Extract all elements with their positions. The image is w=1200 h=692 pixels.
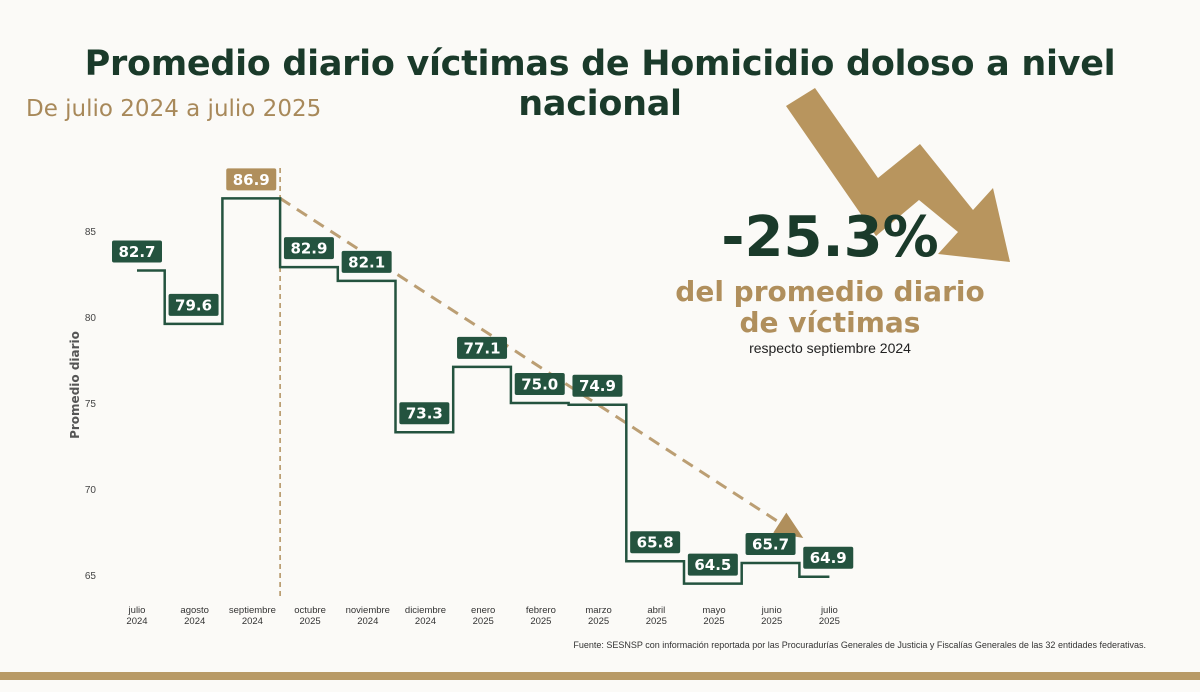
x-tick-label: diciembre 2024 bbox=[405, 605, 446, 627]
svg-text:75.0: 75.0 bbox=[521, 376, 558, 394]
x-tick-label: agosto 2024 bbox=[180, 605, 209, 627]
bottom-accent-bar bbox=[0, 672, 1200, 680]
source-note: Fuente: SESNSP con información reportada… bbox=[573, 640, 1146, 650]
y-tick-label: 70 bbox=[85, 485, 97, 496]
x-tick-label: mayo 2025 bbox=[702, 605, 725, 627]
svg-text:65.8: 65.8 bbox=[637, 534, 674, 552]
x-tick-label: julio 2024 bbox=[126, 605, 147, 627]
x-tick-label: noviembre 2024 bbox=[346, 605, 390, 627]
svg-text:82.1: 82.1 bbox=[348, 253, 385, 271]
data-label: 82.9 bbox=[283, 237, 334, 260]
y-tick-label: 80 bbox=[85, 313, 97, 324]
svg-text:79.6: 79.6 bbox=[175, 296, 212, 314]
svg-text:64.9: 64.9 bbox=[810, 549, 847, 567]
y-tick-label: 85 bbox=[85, 227, 97, 238]
x-tick-label: julio 2025 bbox=[819, 605, 840, 627]
data-label: 74.9 bbox=[572, 374, 623, 397]
svg-text:73.3: 73.3 bbox=[406, 405, 443, 423]
data-label: 82.7 bbox=[112, 240, 162, 263]
y-tick-label: 65 bbox=[85, 571, 97, 582]
data-label: 86.9 bbox=[226, 168, 277, 191]
svg-text:64.5: 64.5 bbox=[694, 556, 731, 574]
data-label: 65.8 bbox=[630, 531, 681, 554]
svg-text:65.7: 65.7 bbox=[752, 535, 789, 553]
kpi-percentage: -25.3% bbox=[721, 205, 939, 270]
y-axis-label: Promedio diario bbox=[68, 331, 82, 439]
data-label: 82.1 bbox=[341, 250, 392, 273]
x-tick-label: marzo 2025 bbox=[585, 605, 611, 627]
svg-text:82.7: 82.7 bbox=[118, 243, 155, 261]
kpi-note: respecto septiembre 2024 bbox=[749, 340, 911, 356]
chart-subtitle: De julio 2024 a julio 2025 bbox=[26, 96, 322, 122]
data-label: 64.5 bbox=[687, 553, 738, 576]
trend-arrowhead bbox=[773, 512, 804, 538]
x-tick-label: septiembre 2024 bbox=[229, 605, 276, 627]
x-tick-label: enero 2025 bbox=[471, 605, 495, 627]
data-label: 73.3 bbox=[399, 402, 450, 425]
y-tick-label: 75 bbox=[85, 399, 97, 410]
svg-text:82.9: 82.9 bbox=[290, 240, 327, 258]
svg-text:74.9: 74.9 bbox=[579, 377, 616, 395]
kpi-caption-line-2: de víctimas bbox=[739, 306, 921, 339]
svg-text:77.1: 77.1 bbox=[464, 339, 501, 357]
data-label: 64.9 bbox=[803, 546, 854, 569]
x-tick-label: abril 2025 bbox=[646, 605, 667, 627]
chart-title: Promedio diario víctimas de Homicidio do… bbox=[84, 44, 1116, 124]
x-tick-label: octubre 2025 bbox=[294, 605, 326, 627]
down-arrow-icon bbox=[786, 88, 1010, 262]
kpi-caption-line-1: del promedio diario bbox=[675, 275, 985, 308]
data-label: 65.7 bbox=[745, 532, 796, 555]
data-label: 77.1 bbox=[457, 336, 508, 359]
data-label: 79.6 bbox=[168, 293, 219, 316]
x-tick-label: febrero 2025 bbox=[526, 605, 556, 627]
series-step-line bbox=[137, 197, 830, 585]
x-tick-label: junio 2025 bbox=[761, 605, 783, 627]
svg-text:86.9: 86.9 bbox=[233, 171, 270, 189]
data-label: 75.0 bbox=[514, 373, 565, 395]
